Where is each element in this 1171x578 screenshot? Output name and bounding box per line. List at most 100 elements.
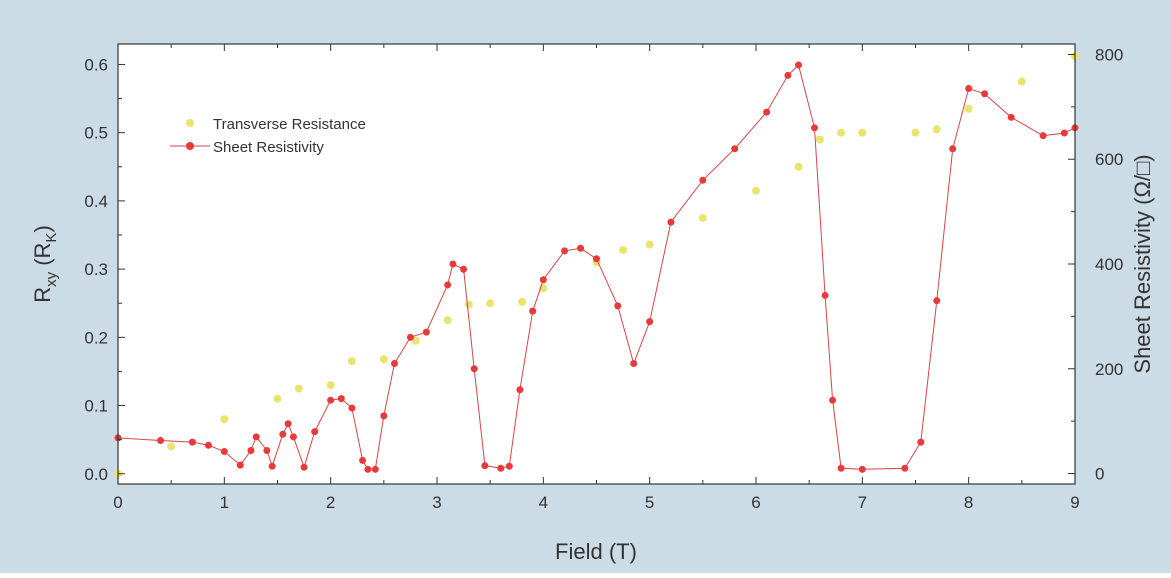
x-tick-label: 0 bbox=[113, 493, 122, 512]
sheet-point bbox=[407, 334, 414, 341]
sheet-point bbox=[540, 276, 547, 283]
transverse-point bbox=[465, 301, 473, 309]
sheet-point bbox=[731, 145, 738, 152]
x-tick-label: 2 bbox=[326, 493, 335, 512]
sheet-point bbox=[859, 466, 866, 473]
sheet-point bbox=[348, 405, 355, 412]
legend-marker-transverse bbox=[186, 119, 194, 127]
transverse-point bbox=[933, 125, 941, 133]
transverse-point bbox=[619, 246, 627, 254]
transverse-point bbox=[518, 298, 526, 306]
y-right-tick-label: 800 bbox=[1095, 45, 1123, 64]
sheet-point bbox=[269, 463, 276, 470]
transverse-point bbox=[646, 241, 654, 249]
y-left-tick-label: 0.2 bbox=[84, 328, 108, 347]
sheet-point bbox=[157, 437, 164, 444]
y-left-label-unit-close: ) bbox=[30, 225, 55, 232]
sheet-point bbox=[838, 465, 845, 472]
sheet-point bbox=[981, 90, 988, 97]
sheet-point bbox=[391, 360, 398, 367]
x-tick-label: 3 bbox=[432, 493, 441, 512]
y-right-tick-label: 200 bbox=[1095, 360, 1123, 379]
sheet-point bbox=[189, 439, 196, 446]
sheet-point bbox=[811, 124, 818, 131]
transverse-point bbox=[858, 129, 866, 137]
x-tick-label: 5 bbox=[645, 493, 654, 512]
legend-label-sheet: Sheet Resistivity bbox=[213, 139, 324, 156]
sheet-point bbox=[449, 261, 456, 268]
sheet-point bbox=[933, 297, 940, 304]
sheet-point bbox=[285, 420, 292, 427]
sheet-point bbox=[460, 266, 467, 273]
y-right-tick-label: 0 bbox=[1095, 465, 1104, 484]
y-axis-right-label: Sheet Resistivity (Ω/□) bbox=[1130, 154, 1155, 373]
sheet-point bbox=[901, 465, 908, 472]
y-left-tick-label: 0.3 bbox=[84, 260, 108, 279]
y-right-tick-label: 400 bbox=[1095, 255, 1123, 274]
sheet-point bbox=[822, 292, 829, 299]
sheet-point bbox=[359, 457, 366, 464]
y-left-tick-label: 0.1 bbox=[84, 397, 108, 416]
sheet-point bbox=[667, 219, 674, 226]
transverse-point bbox=[167, 442, 175, 450]
x-tick-label: 4 bbox=[539, 493, 548, 512]
sheet-point bbox=[949, 145, 956, 152]
sheet-point bbox=[444, 281, 451, 288]
y-left-label-unit-sub: K bbox=[43, 233, 60, 243]
sheet-point bbox=[263, 447, 270, 454]
y-left-tick-label: 0.6 bbox=[84, 55, 108, 74]
sheet-point bbox=[497, 465, 504, 472]
y-right-tick-label: 600 bbox=[1095, 150, 1123, 169]
transverse-point bbox=[348, 357, 356, 365]
sheet-point bbox=[380, 412, 387, 419]
sheet-point bbox=[1008, 114, 1015, 121]
y-left-label-main: R bbox=[30, 287, 55, 303]
transverse-point bbox=[220, 415, 228, 423]
sheet-point bbox=[237, 462, 244, 469]
sheet-point bbox=[630, 360, 637, 367]
y-left-tick-label: 0.0 bbox=[84, 465, 108, 484]
transverse-point bbox=[327, 381, 335, 389]
sheet-point bbox=[699, 177, 706, 184]
sheet-point bbox=[577, 245, 584, 252]
sheet-point bbox=[829, 397, 836, 404]
x-axis-label: Field (T) bbox=[555, 539, 637, 564]
sheet-point bbox=[372, 466, 379, 473]
transverse-point bbox=[699, 214, 707, 222]
transverse-point bbox=[444, 316, 452, 324]
transverse-point bbox=[837, 129, 845, 137]
sheet-point bbox=[311, 428, 318, 435]
y-left-tick-label: 0.5 bbox=[84, 124, 108, 143]
y-left-label-unit-open: (R bbox=[30, 243, 55, 272]
sheet-point bbox=[1061, 130, 1068, 137]
transverse-point bbox=[912, 129, 920, 137]
x-tick-label: 6 bbox=[751, 493, 760, 512]
sheet-point bbox=[646, 318, 653, 325]
transverse-point bbox=[295, 384, 303, 392]
sheet-point bbox=[784, 72, 791, 79]
sheet-point bbox=[279, 431, 286, 438]
transverse-point bbox=[486, 299, 494, 307]
x-tick-label: 1 bbox=[220, 493, 229, 512]
transverse-point bbox=[380, 355, 388, 363]
sheet-point bbox=[614, 302, 621, 309]
sheet-point bbox=[327, 397, 334, 404]
sheet-point bbox=[364, 466, 371, 473]
x-tick-label: 7 bbox=[858, 493, 867, 512]
sheet-point bbox=[253, 433, 260, 440]
sheet-point bbox=[338, 395, 345, 402]
y-left-label-main-sub: xy bbox=[43, 271, 60, 287]
sheet-point bbox=[221, 448, 228, 455]
sheet-point bbox=[965, 85, 972, 92]
sheet-point bbox=[423, 329, 430, 336]
transverse-point bbox=[752, 187, 760, 195]
legend-marker-sheet bbox=[186, 142, 194, 150]
sheet-point bbox=[516, 386, 523, 393]
x-tick-label: 8 bbox=[964, 493, 973, 512]
y-left-tick-label: 0.4 bbox=[84, 192, 108, 211]
sheet-point bbox=[561, 247, 568, 254]
sheet-point bbox=[205, 442, 212, 449]
sheet-point bbox=[795, 61, 802, 68]
